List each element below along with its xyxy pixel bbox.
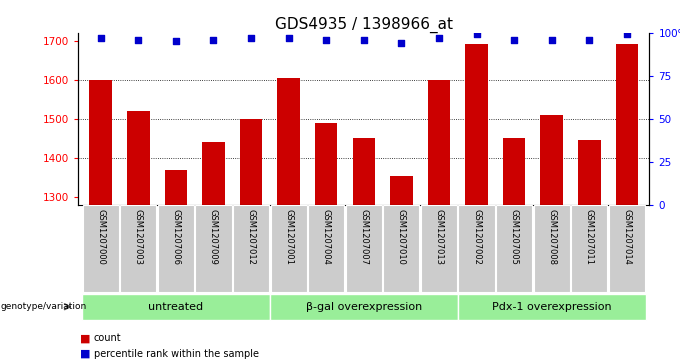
Text: GSM1207009: GSM1207009 [209,209,218,265]
Bar [503,138,526,205]
Bar [345,205,382,292]
Text: GSM1207007: GSM1207007 [359,209,369,265]
Text: ■: ■ [80,349,90,359]
Point [208,37,219,42]
Bar [578,140,600,205]
Bar [195,205,231,292]
Text: genotype/variation: genotype/variation [1,302,87,311]
Bar [158,205,194,292]
Text: untreated: untreated [148,302,203,312]
Bar [609,205,645,292]
Bar [120,205,156,292]
Point [584,37,595,42]
Bar [315,123,337,205]
Point [546,37,557,42]
Text: GSM1207001: GSM1207001 [284,209,293,265]
Text: GSM1207014: GSM1207014 [622,209,631,265]
Point [358,37,369,42]
Text: β-gal overexpression: β-gal overexpression [306,302,422,312]
Text: ■: ■ [80,333,90,343]
Bar [308,205,344,292]
Text: Pdx-1 overexpression: Pdx-1 overexpression [492,302,611,312]
Text: count: count [94,333,122,343]
Text: GSM1207005: GSM1207005 [509,209,519,265]
Point [321,37,332,42]
Bar [421,205,457,292]
Text: GSM1207003: GSM1207003 [134,209,143,265]
Point [509,37,520,42]
Point [396,40,407,46]
Text: GSM1207008: GSM1207008 [547,209,556,265]
Point [171,38,182,44]
Title: GDS4935 / 1398966_at: GDS4935 / 1398966_at [275,16,453,33]
Bar [390,176,413,205]
Bar [352,138,375,205]
Bar [496,205,532,292]
Bar [240,119,262,205]
Point [471,32,482,37]
Text: GSM1207010: GSM1207010 [397,209,406,265]
Bar [202,142,225,205]
Bar [90,80,112,205]
Point [622,32,632,37]
Text: GSM1207004: GSM1207004 [322,209,330,265]
Bar [384,205,420,292]
Bar [270,294,458,320]
Bar [615,44,638,205]
Point [133,37,143,42]
Bar [541,115,563,205]
Text: GSM1207002: GSM1207002 [472,209,481,265]
Bar [271,205,307,292]
Bar [428,80,450,205]
Point [95,35,106,41]
Bar [83,205,119,292]
Bar [458,205,494,292]
Bar [127,111,150,205]
Bar [534,205,570,292]
Point [434,35,445,41]
Point [283,35,294,41]
Text: GSM1207013: GSM1207013 [435,209,443,265]
Bar [82,294,270,320]
Bar [571,205,607,292]
Bar [165,170,187,205]
Text: GSM1207011: GSM1207011 [585,209,594,265]
Text: GSM1207006: GSM1207006 [171,209,180,265]
Text: GSM1207012: GSM1207012 [247,209,256,265]
Text: GSM1207000: GSM1207000 [97,209,105,265]
Bar [277,78,300,205]
Point [245,35,256,41]
Bar [465,44,488,205]
Bar [458,294,645,320]
Text: percentile rank within the sample: percentile rank within the sample [94,349,259,359]
Bar [233,205,269,292]
